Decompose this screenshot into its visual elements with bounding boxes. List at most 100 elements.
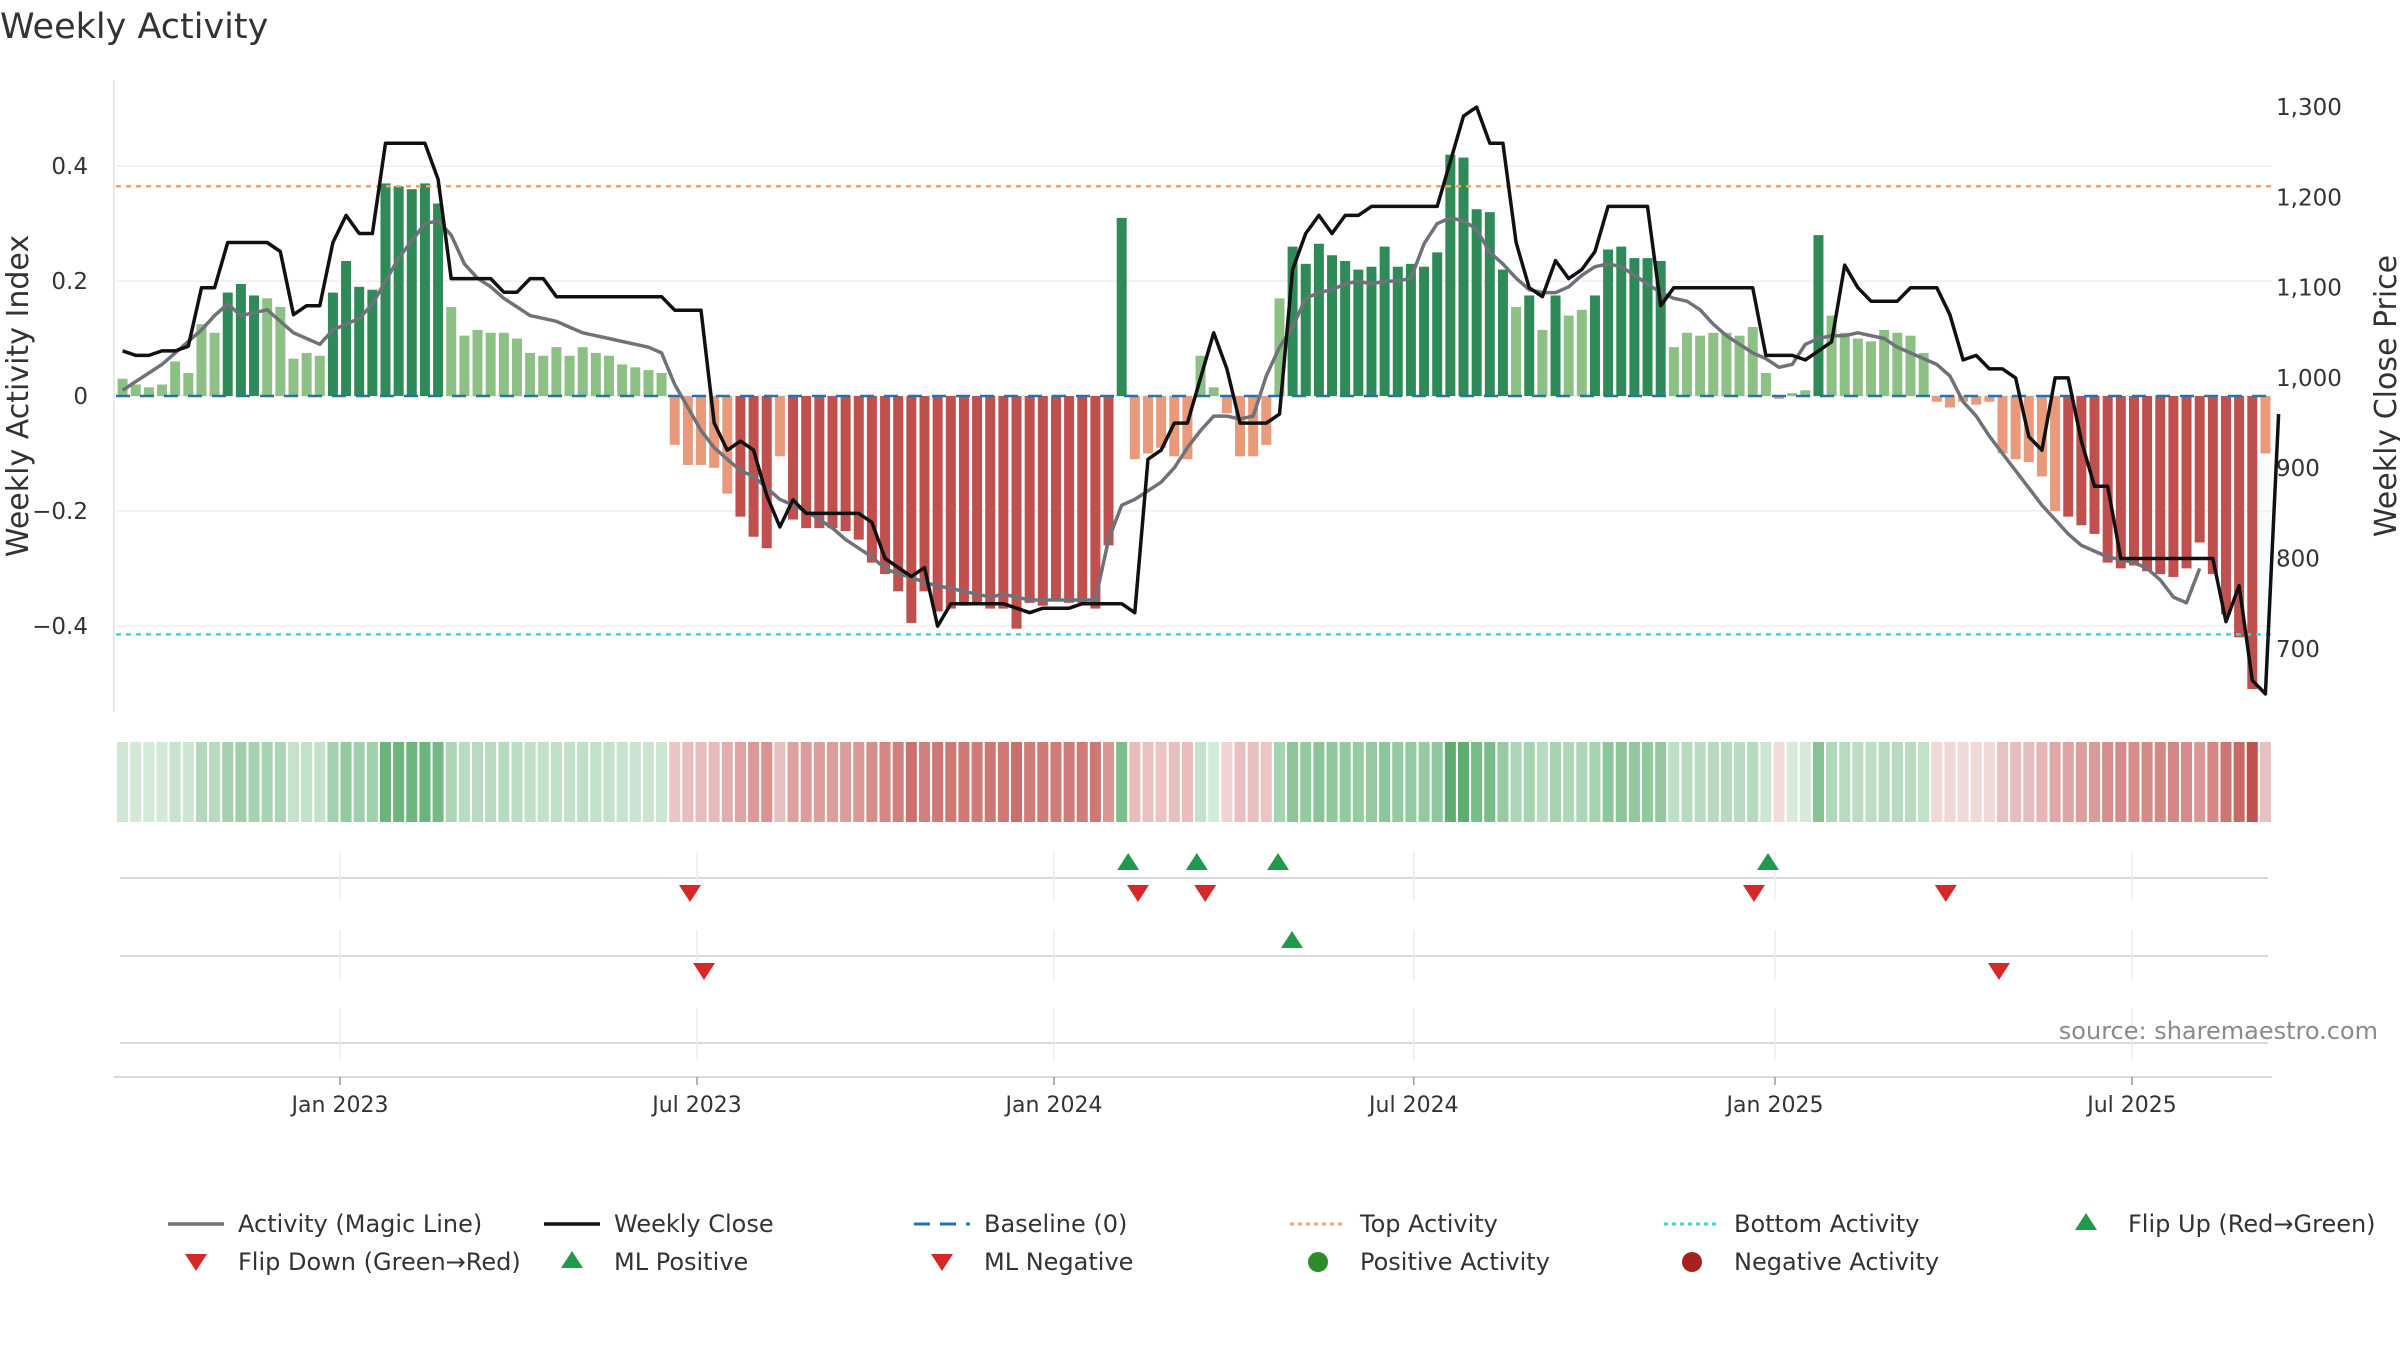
heat-cell [1300, 742, 1312, 822]
heat-cell [1773, 742, 1785, 822]
heat-cell [379, 742, 392, 822]
heat-cell [2010, 742, 2022, 822]
activity-bar [1340, 260, 1351, 396]
activity-bar [709, 396, 720, 468]
heat-cell [1221, 742, 1233, 822]
heat-cell [1852, 742, 1864, 822]
activity-bar [1353, 269, 1364, 396]
activity-bar [1774, 396, 1785, 399]
activity-bar [564, 355, 575, 396]
heat-cell [550, 742, 562, 822]
heat-cell [1668, 742, 1680, 822]
heat-cell [287, 742, 299, 822]
heat-cell [748, 742, 760, 822]
heat-cell [1865, 742, 1877, 822]
heat-cell [1155, 742, 1167, 822]
activity-bar [314, 355, 325, 396]
activity-bar [1747, 327, 1758, 396]
heat-cell [2075, 742, 2087, 822]
activity-bar [1419, 266, 1430, 396]
activity-bar [301, 352, 312, 396]
activity-bar [603, 355, 614, 396]
activity-bar [788, 396, 799, 520]
heat-cell [1628, 742, 1640, 822]
right-tick-label: 1,200 [2276, 185, 2342, 211]
activity-bar [643, 370, 654, 396]
heat-cell [2259, 742, 2271, 822]
heat-cell [1904, 742, 1916, 822]
activity-bar [2036, 396, 2047, 477]
activity-bar [2089, 396, 2100, 534]
heat-cell [879, 742, 891, 822]
activity-bar [1905, 335, 1916, 396]
legend-item: Flip Up (Red→Green) [2075, 1210, 2376, 1238]
activity-bar [1261, 396, 1272, 445]
heat-cell [130, 742, 142, 822]
activity-bar [866, 396, 877, 563]
heat-cell [1234, 742, 1246, 822]
heat-cell [393, 742, 405, 822]
heat-cell [182, 742, 194, 822]
activity-bar [117, 378, 128, 396]
legend-label: Baseline (0) [984, 1210, 1127, 1238]
heat-cell [1142, 742, 1154, 822]
heat-cell [1786, 742, 1798, 822]
activity-bar [2142, 396, 2153, 572]
right-tick-label: 1,100 [2276, 276, 2342, 302]
activity-bar [1866, 341, 1877, 396]
heat-cell [340, 742, 352, 822]
activity-bar [1445, 154, 1456, 396]
activity-bar [1524, 295, 1535, 396]
heat-cell [1589, 742, 1601, 822]
activity-bar [919, 396, 930, 592]
heat-cell [1799, 742, 1811, 822]
heat-cell [1089, 742, 1101, 822]
magic-line [121, 216, 2202, 605]
heat-cell [826, 742, 838, 822]
activity-bar [985, 396, 996, 609]
activity-bar [1235, 396, 1246, 457]
heat-cell [1365, 742, 1377, 822]
activity-bar [945, 396, 956, 609]
legend-label: Top Activity [1359, 1210, 1498, 1238]
heat-cell [1457, 742, 1470, 822]
heat-cell [1891, 742, 1903, 822]
heat-cell [537, 742, 549, 822]
heat-cell [695, 742, 707, 822]
heat-cell [2049, 742, 2061, 822]
activity-bar [1997, 396, 2008, 454]
heat-cell [366, 742, 378, 822]
activity-bar [761, 396, 772, 549]
activity-bar [801, 396, 812, 529]
activity-bar [669, 396, 680, 445]
activity-bar [1944, 396, 1955, 408]
activity-bar [1458, 157, 1469, 396]
heat-cell [1707, 742, 1719, 822]
heat-cell [2115, 742, 2127, 822]
legend-item: Positive Activity [1308, 1248, 1550, 1276]
legend-label: Flip Down (Green→Red) [238, 1248, 521, 1276]
heat-cell [1471, 742, 1483, 822]
legend-item: Bottom Activity [1664, 1210, 1919, 1238]
heat-cell [1444, 742, 1456, 822]
activity-bar [433, 203, 444, 396]
activity-bar [1550, 295, 1561, 396]
activity-bar [827, 396, 838, 529]
heat-cell [1550, 742, 1562, 822]
heat-cell [117, 742, 129, 822]
activity-bar [183, 373, 194, 396]
heat-cell [1247, 742, 1259, 822]
activity-bar [1497, 269, 1508, 396]
activity-bar [682, 396, 693, 465]
activity-bar [380, 183, 391, 396]
heat-cell [1576, 742, 1588, 822]
heat-cell [209, 742, 221, 822]
activity-bar [1642, 258, 1653, 396]
heat-cell [721, 742, 733, 822]
activity-bar [196, 324, 207, 396]
heat-cell [1983, 742, 1995, 822]
activity-bar [1366, 266, 1377, 396]
activity-bar [406, 189, 417, 396]
activity-bar [1681, 332, 1692, 396]
activity-bar [1813, 235, 1824, 396]
